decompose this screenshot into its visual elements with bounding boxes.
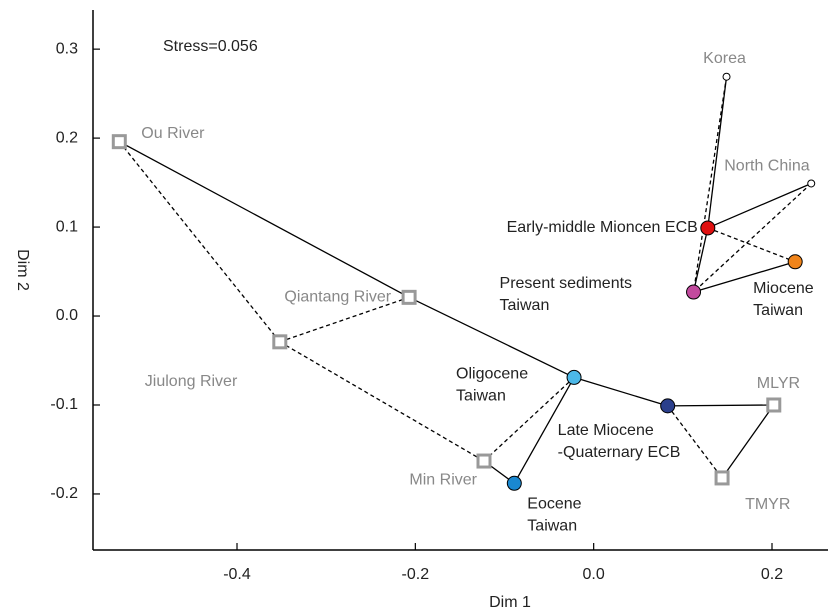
connector [707,76,728,229]
marker [476,453,492,469]
x-tick-label: -0.4 [223,566,251,583]
y-tick-label: -0.2 [50,485,78,502]
y-tick-label: 0.0 [56,307,78,324]
connector [408,296,575,378]
point-label: Jiulong River [145,373,238,390]
connector [692,76,728,293]
connector [667,405,723,479]
marker [700,220,716,236]
marker [506,475,522,491]
y-tick-label: 0.2 [56,129,78,146]
point-label: Early-middle Mioncen ECB [507,219,698,236]
point-label: MLYR [757,375,800,392]
marker [807,179,816,188]
annotation: Stress=0.056 [163,38,258,55]
connector [573,376,668,407]
point-label: TMYR [745,496,790,513]
connector [667,404,774,407]
point-label: Late Miocene -Quaternary ECB [558,422,681,461]
connector [118,141,410,298]
connector [513,377,575,484]
connector [279,341,485,462]
y-axis-label: Dim 2 [14,249,31,291]
x-tick-label: 0.2 [761,566,783,583]
point-label: Present sediments Taiwan [500,275,633,314]
marker [787,254,803,270]
marker [272,334,288,350]
x-tick-label: -0.2 [402,566,430,583]
connector [693,182,812,293]
connector [693,261,796,293]
point-label: Qiantang River [284,289,391,306]
marker [111,134,127,150]
marker [766,397,782,413]
connector [118,141,281,343]
marker [714,470,730,486]
connector [692,227,709,293]
connector [707,182,812,229]
y-tick-label: 0.3 [56,40,78,57]
marker [660,398,676,414]
x-tick-label: 0.0 [583,566,605,583]
point-label: North China [724,158,809,175]
point-label: Min River [409,471,477,488]
marker [722,72,731,81]
point-label: Korea [703,50,746,67]
connector [707,227,796,263]
marker [566,369,582,385]
connector [279,296,410,343]
point-label: Eocene Taiwan [527,495,581,534]
point-label: Miocene Taiwan [753,280,814,319]
y-tick-label: 0.1 [56,218,78,235]
point-label: Oligocene Taiwan [456,366,528,405]
y-tick-label: -0.1 [50,396,78,413]
marker [686,284,702,300]
connector [721,404,775,479]
x-axis-label: Dim 1 [489,594,531,611]
marker [401,289,417,305]
point-label: Ou River [141,125,205,142]
